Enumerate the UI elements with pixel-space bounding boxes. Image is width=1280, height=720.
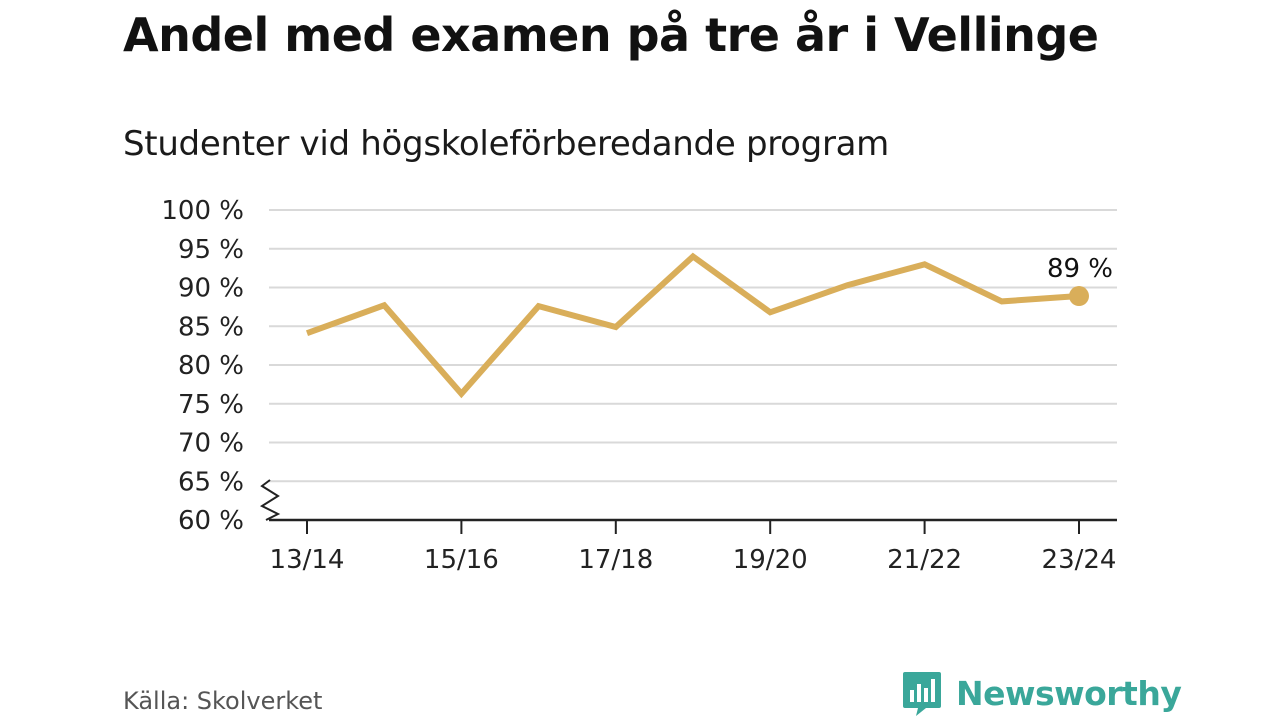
line-chart: 60 % 65 % 70 % 75 % 80 % 85 % 90 % 95 % 100 % 13… [161, 196, 1117, 575]
y-tick-label: 70 % [178, 429, 244, 459]
series-layer [304, 252, 1089, 399]
x-axis [259, 479, 1117, 522]
y-tick-label: 80 % [178, 351, 244, 381]
data-point [999, 298, 1005, 304]
source-note: Källa: Skolverket [123, 687, 323, 715]
y-tick-label: 65 % [178, 467, 244, 497]
data-point [458, 391, 464, 397]
y-axis-break-marker [259, 479, 281, 521]
y-tick-label: 85 % [178, 312, 244, 342]
data-point [690, 254, 696, 260]
x-tick-label: 17/18 [578, 545, 653, 575]
y-tick-label: 95 % [178, 235, 244, 265]
x-tick-label: 21/22 [887, 545, 962, 575]
last-point-marker [1069, 286, 1089, 307]
brand-name: Newsworthy [956, 673, 1182, 713]
data-point [536, 303, 542, 309]
x-tick-label: 13/14 [270, 545, 345, 575]
data-labels: 89 % [1047, 254, 1113, 284]
newsworthy-logo-icon [903, 672, 941, 716]
series-line [305, 252, 1080, 399]
data-point [767, 309, 773, 315]
y-tick-label: 75 % [178, 390, 244, 420]
y-tick-label: 100 % [161, 196, 244, 226]
chart-subtitle: Studenter vid högskoleförberedande progr… [123, 124, 889, 164]
data-point [304, 330, 310, 336]
x-tick-label: 15/16 [424, 545, 499, 575]
brand-logo[interactable]: Newsworthy [902, 670, 1182, 716]
chart-title: Andel med examen på tre år i Vellinge [123, 8, 1099, 62]
data-point [922, 261, 928, 267]
data-point [381, 302, 387, 308]
x-axis-ticks: 13/14 15/16 17/18 19/20 21/22 23/24 [270, 520, 1117, 575]
data-point [844, 282, 850, 288]
x-tick-label: 23/24 [1042, 545, 1117, 575]
gridlines [269, 209, 1117, 483]
y-tick-label: 60 % [178, 506, 244, 536]
data-point [613, 324, 619, 330]
y-axis-ticks: 60 % 65 % 70 % 75 % 80 % 85 % 90 % 95 % 100 % [161, 196, 244, 536]
y-tick-label: 90 % [178, 274, 244, 304]
x-tick-label: 19/20 [733, 545, 808, 575]
end-value-label: 89 % [1047, 254, 1113, 284]
